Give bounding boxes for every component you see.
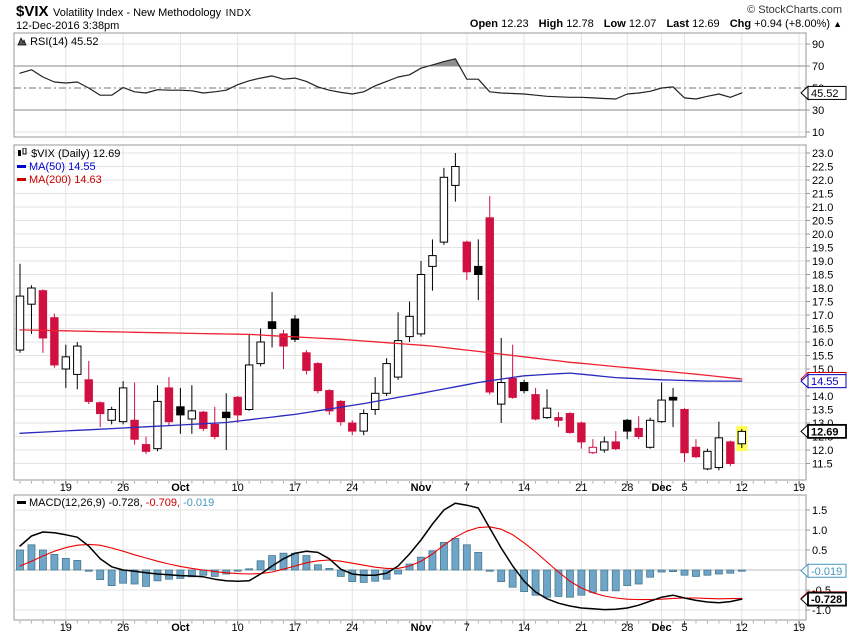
svg-text:14.55: 14.55 xyxy=(811,376,839,388)
svg-text:10: 10 xyxy=(232,622,244,633)
svg-text:18.0: 18.0 xyxy=(812,283,833,295)
svg-text:0.5: 0.5 xyxy=(812,545,827,557)
svg-text:21.5: 21.5 xyxy=(812,189,833,201)
svg-text:12: 12 xyxy=(736,482,748,494)
low-value: 12.07 xyxy=(628,18,657,30)
up-arrow-icon: ▲ xyxy=(833,19,842,29)
svg-text:19: 19 xyxy=(793,622,805,633)
svg-text:1.0: 1.0 xyxy=(812,525,827,537)
svg-text:30: 30 xyxy=(812,105,824,117)
svg-text:17.5: 17.5 xyxy=(812,297,833,309)
svg-text:7: 7 xyxy=(464,622,470,633)
low-label: Low xyxy=(603,18,626,30)
svg-text:10: 10 xyxy=(232,482,244,494)
svg-text:24: 24 xyxy=(346,482,358,494)
svg-text:90: 90 xyxy=(812,39,824,51)
svg-text:11.5: 11.5 xyxy=(812,459,833,471)
svg-text:13.5: 13.5 xyxy=(812,405,833,417)
svg-text:Nov: Nov xyxy=(411,622,433,633)
svg-text:19: 19 xyxy=(60,622,72,633)
macd-swatch xyxy=(17,501,26,504)
symbol-legend-label: $VIX (Daily) 12.69 xyxy=(31,148,121,160)
svg-text:26: 26 xyxy=(117,482,129,494)
svg-text:17: 17 xyxy=(289,482,301,494)
svg-text:Oct: Oct xyxy=(171,482,190,494)
svg-text:Oct: Oct xyxy=(171,622,190,633)
last-value: 12.69 xyxy=(692,18,720,30)
svg-text:Nov: Nov xyxy=(411,482,433,494)
svg-text:16.5: 16.5 xyxy=(812,324,833,336)
svg-text:-0.019: -0.019 xyxy=(811,566,842,578)
svg-text:19.5: 19.5 xyxy=(812,243,833,255)
copyright-link[interactable]: © StockCharts.com xyxy=(747,4,842,16)
svg-text:19: 19 xyxy=(60,482,72,494)
svg-text:7: 7 xyxy=(464,482,470,494)
svg-text:12: 12 xyxy=(736,622,748,633)
high-value: 12.78 xyxy=(566,18,594,30)
svg-text:26: 26 xyxy=(117,622,129,633)
svg-text:-0.728: -0.728 xyxy=(811,594,842,606)
ma200-legend-label: MA(200) 14.63 xyxy=(29,174,102,186)
svg-text:22.5: 22.5 xyxy=(812,162,833,174)
chg-value: +0.94 (+8.00%) xyxy=(754,18,831,30)
svg-text:21.0: 21.0 xyxy=(812,202,833,214)
svg-text:10: 10 xyxy=(812,127,824,139)
price-legend: $VIX (Daily) 12.69 MA(50) 14.55 MA(200) … xyxy=(17,147,121,187)
svg-text:16.0: 16.0 xyxy=(812,337,833,349)
last-label: Last xyxy=(666,18,690,30)
svg-text:70: 70 xyxy=(812,61,824,73)
indicator-icon xyxy=(17,37,27,46)
svg-text:22.0: 22.0 xyxy=(812,175,833,187)
macd-hist-value: -0.019 xyxy=(183,497,215,509)
open-label: Open xyxy=(469,18,499,30)
svg-text:20.0: 20.0 xyxy=(812,229,833,241)
svg-text:19: 19 xyxy=(793,482,805,494)
svg-text:17: 17 xyxy=(289,622,301,633)
svg-text:5: 5 xyxy=(681,482,687,494)
svg-text:19.0: 19.0 xyxy=(812,256,833,268)
svg-text:Dec: Dec xyxy=(651,622,671,633)
svg-text:18.5: 18.5 xyxy=(812,270,833,282)
open-value: 12.23 xyxy=(501,18,529,30)
svg-text:14.0: 14.0 xyxy=(812,391,833,403)
svg-text:15.5: 15.5 xyxy=(812,351,833,363)
rsi-legend: RSI(14) 45.52 xyxy=(17,36,99,49)
svg-text:-1.0: -1.0 xyxy=(812,605,831,617)
chart-datetime: 12-Dec-2016 3:38pm xyxy=(16,20,120,32)
svg-text:28: 28 xyxy=(621,622,633,633)
macd-legend: MACD(12,26,9) -0.728, -0.709, -0.019 xyxy=(17,497,214,510)
svg-text:21: 21 xyxy=(575,622,587,633)
high-label: High xyxy=(538,18,564,30)
svg-text:14: 14 xyxy=(518,622,530,633)
macd-legend-label: MACD(12,26,9) -0.728, xyxy=(29,497,143,509)
svg-text:21: 21 xyxy=(575,482,587,494)
ohlc-quote: Open 12.23 High 12.78 Low 12.07 Last 12.… xyxy=(470,18,842,30)
exchange-tag: INDX xyxy=(225,8,252,19)
rsi-legend-label: RSI(14) 45.52 xyxy=(30,36,99,48)
svg-text:45.52: 45.52 xyxy=(811,88,839,100)
svg-text:20.5: 20.5 xyxy=(812,216,833,228)
ma50-swatch xyxy=(17,165,26,168)
macd-signal-value: -0.709, xyxy=(145,497,181,509)
svg-text:12.69: 12.69 xyxy=(811,426,839,438)
candlestick-icon xyxy=(18,147,27,156)
symbol-name: Volatility Index - New Methodology xyxy=(52,7,222,19)
header: $VIX Volatility Index - New Methodology … xyxy=(16,3,252,21)
svg-text:1.5: 1.5 xyxy=(812,505,827,517)
svg-text:17.0: 17.0 xyxy=(812,310,833,322)
svg-text:28: 28 xyxy=(621,482,633,494)
symbol: $VIX xyxy=(16,3,49,20)
svg-text:Dec: Dec xyxy=(651,482,671,494)
ma50-legend-label: MA(50) 14.55 xyxy=(29,161,96,173)
svg-text:5: 5 xyxy=(681,622,687,633)
svg-text:24: 24 xyxy=(346,622,358,633)
chg-label: Chg xyxy=(729,18,752,30)
ma200-swatch xyxy=(17,178,26,181)
svg-text:14: 14 xyxy=(518,482,530,494)
svg-text:12.0: 12.0 xyxy=(812,445,833,457)
svg-text:23.0: 23.0 xyxy=(812,148,833,160)
